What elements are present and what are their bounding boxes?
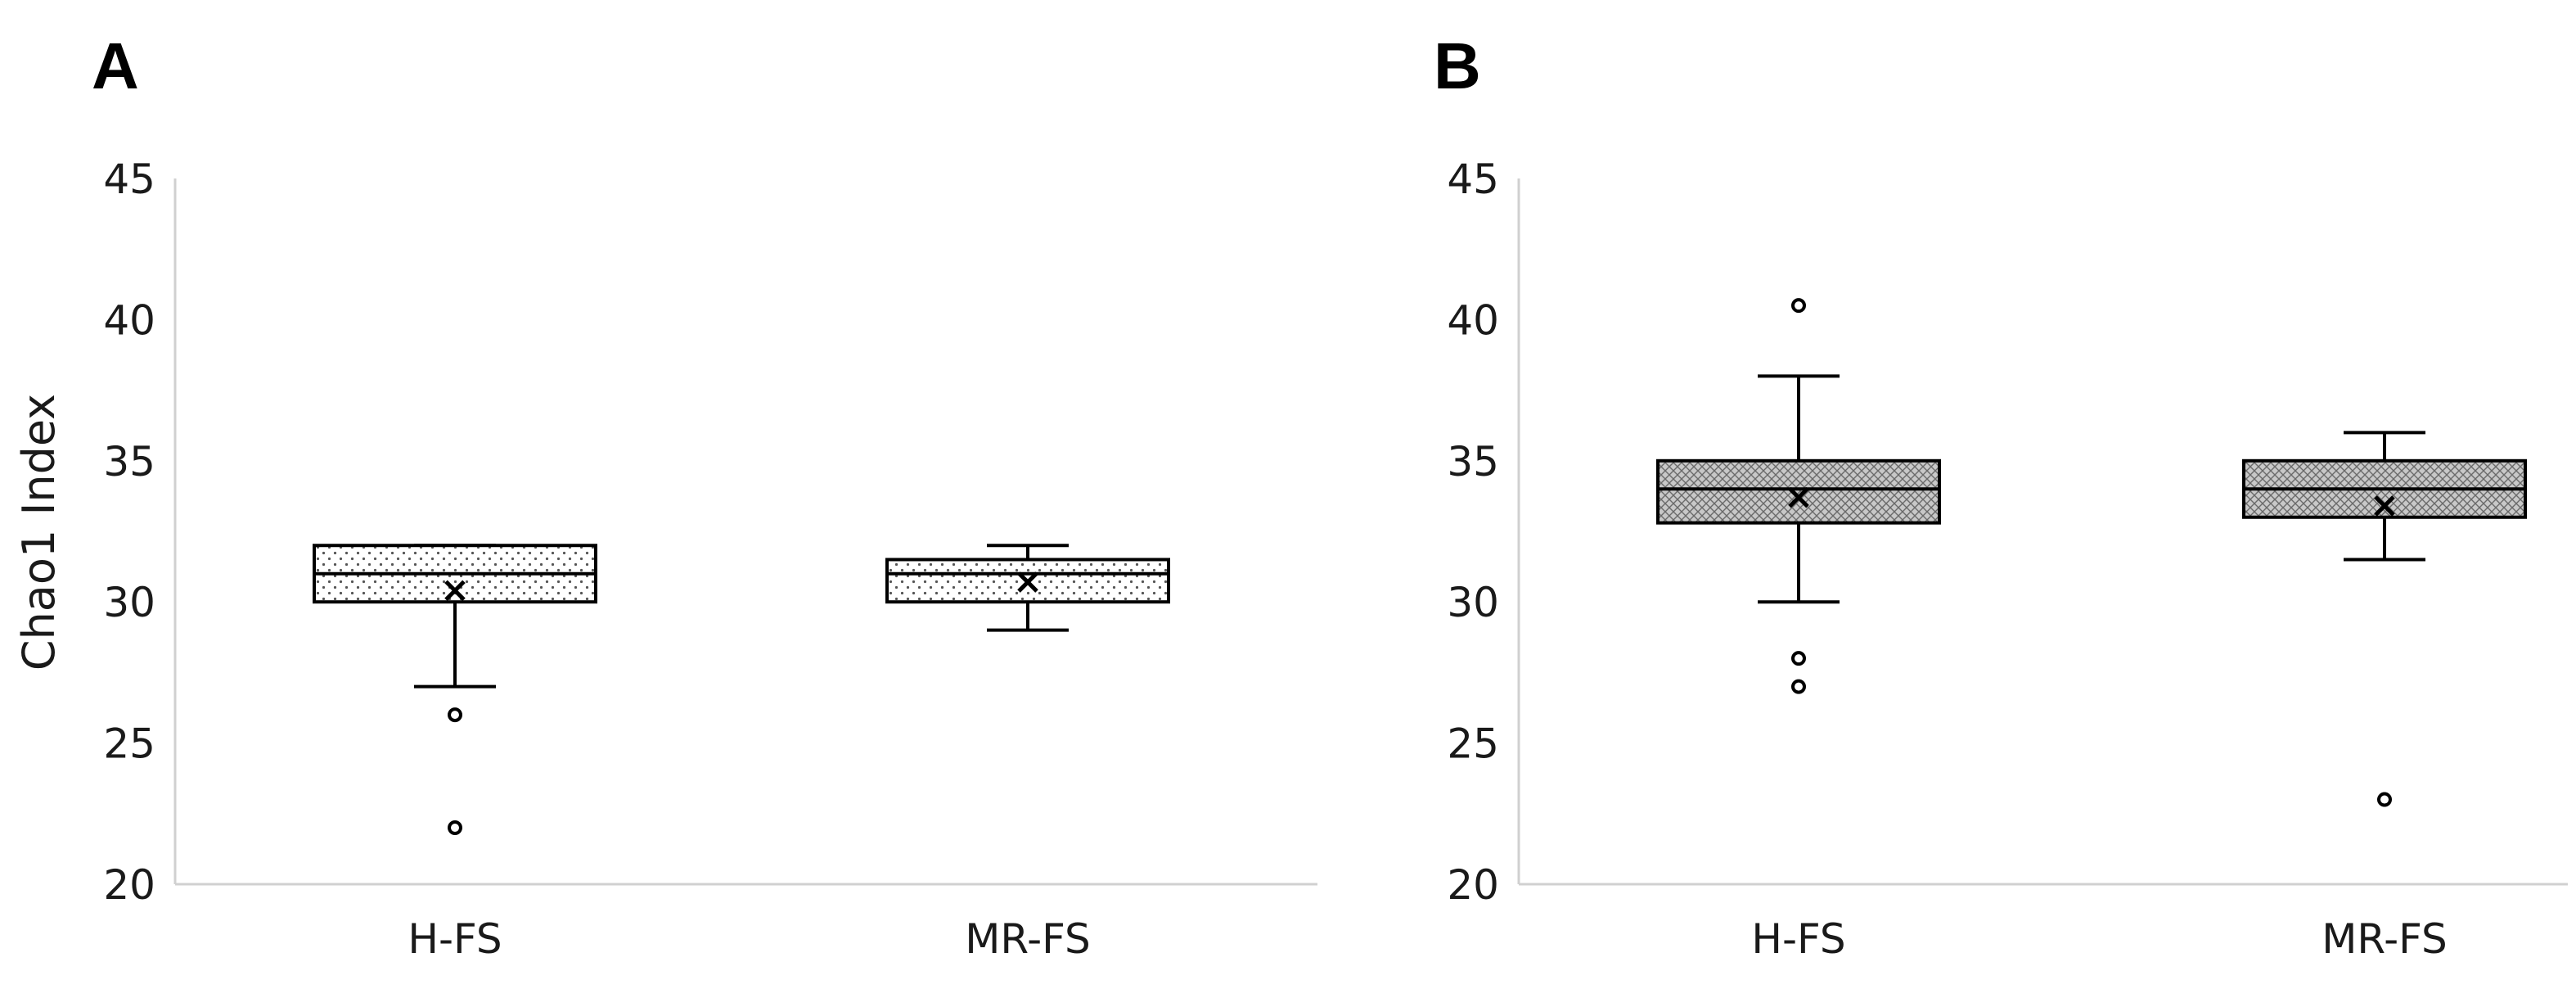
mean-marker bbox=[444, 580, 466, 602]
panel-a-x-category-label: H-FS bbox=[408, 915, 502, 963]
panel-b-y-tick-label: 30 bbox=[1447, 579, 1499, 626]
panel-a-y-tick-label: 35 bbox=[103, 438, 155, 485]
mean-marker-stroke bbox=[444, 580, 466, 602]
outlier-point bbox=[448, 707, 462, 723]
panel-a-y-tick-label: 45 bbox=[103, 156, 155, 203]
panel-b-box-h-fs bbox=[1656, 298, 1941, 694]
mean-marker-stroke bbox=[2374, 495, 2395, 517]
mean-marker-stroke bbox=[1017, 571, 1038, 593]
panel-a-y-tick-label: 40 bbox=[103, 296, 155, 344]
panel-b-plot: 20 25 30 35 40 45 H-FS MR-FS bbox=[1447, 156, 2568, 963]
mean-marker bbox=[2374, 495, 2395, 517]
outlier-point bbox=[1791, 298, 1806, 314]
panel-a-box-mr-fs bbox=[885, 544, 1170, 632]
outlier-point bbox=[448, 820, 462, 836]
panel-a-box-h-fs bbox=[313, 544, 597, 836]
interquartile-box bbox=[1656, 458, 1941, 525]
panel-a-y-tick-label: 25 bbox=[103, 720, 155, 768]
mean-marker bbox=[1017, 571, 1038, 593]
panel-a-x-category-label: MR-FS bbox=[965, 915, 1091, 963]
panel-a-plot: 20 25 30 35 40 45 H-FS MR-FS bbox=[103, 156, 1317, 963]
outlier-point bbox=[1791, 651, 1806, 666]
panel-a-letter: A bbox=[92, 29, 139, 102]
panel-b-y-tick-label: 25 bbox=[1447, 720, 1499, 768]
panel-b-y-tick-label: 45 bbox=[1447, 156, 1499, 203]
panel-a-y-tick-label: 20 bbox=[103, 861, 155, 909]
panel-b-y-tick-label: 20 bbox=[1447, 861, 1499, 909]
outlier-point bbox=[2377, 792, 2392, 807]
panel-b: B 20 25 30 35 40 45 H-FS MR-FS bbox=[1434, 29, 2568, 963]
panel-a-y-tick-label: 30 bbox=[103, 579, 155, 626]
panel-b-x-category-label: H-FS bbox=[1751, 915, 1845, 963]
outlier-point bbox=[1791, 679, 1806, 694]
panel-b-box-mr-fs bbox=[2242, 431, 2527, 807]
mean-marker bbox=[1788, 486, 1809, 508]
panel-a: A Chao1 Index 20 25 30 35 40 45 H-FS MR-FS bbox=[13, 29, 1317, 963]
panel-b-y-tick-label: 40 bbox=[1447, 296, 1499, 344]
panel-a-y-axis-title: Chao1 Index bbox=[13, 394, 65, 671]
panel-b-letter: B bbox=[1434, 29, 1481, 102]
panel-b-y-tick-label: 35 bbox=[1447, 438, 1499, 485]
panel-b-x-category-label: MR-FS bbox=[2322, 915, 2448, 963]
mean-marker-stroke bbox=[1788, 486, 1809, 508]
